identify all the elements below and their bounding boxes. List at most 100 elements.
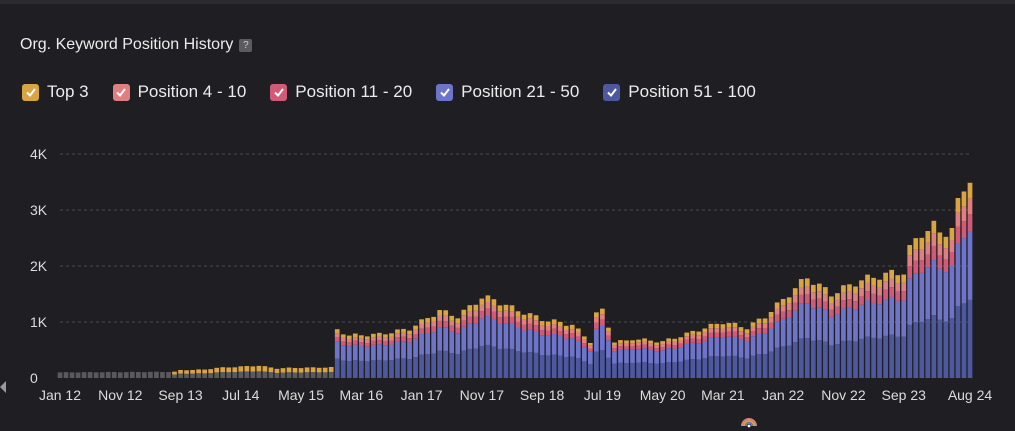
bar-segment (877, 304, 882, 339)
bar-segment (485, 302, 491, 309)
legend-item-1[interactable]: Position 4 - 10 (112, 82, 246, 102)
bar-segment (57, 372, 63, 378)
bar-segment (925, 231, 931, 243)
bar-segment (220, 372, 226, 378)
bar-segment (865, 300, 870, 337)
bar-segment (732, 355, 738, 378)
bar-segment (551, 319, 557, 325)
bar-segment (702, 332, 708, 337)
bar-segment (455, 323, 461, 328)
bar-segment (250, 366, 256, 372)
bar-segment (943, 272, 949, 322)
bar-segment (208, 369, 214, 374)
legend-item-0[interactable]: Top 3 (22, 82, 89, 102)
checkbox-checked-icon[interactable] (436, 83, 454, 101)
bar-segment (316, 372, 322, 378)
bar-segment (756, 333, 762, 355)
bar-segment (503, 348, 509, 378)
bar-segment (744, 333, 750, 338)
bar-segment (871, 302, 876, 338)
bar-segment (479, 318, 485, 347)
checkbox-checked-icon[interactable] (22, 83, 39, 101)
bar-segment (829, 296, 834, 303)
bar-segment (148, 371, 153, 378)
bar-segment (804, 338, 810, 378)
bar-segment (841, 340, 846, 378)
bar-segment (859, 280, 864, 289)
checkbox-checked-icon[interactable] (603, 83, 621, 101)
checkbox-checked-icon[interactable] (270, 83, 288, 101)
bar-segment (666, 362, 672, 378)
rainbow-marker-icon[interactable] (740, 414, 758, 428)
bar-segment (310, 367, 316, 373)
bar-segment (503, 310, 509, 317)
bar-segment (732, 327, 738, 332)
bar-segment (816, 307, 822, 341)
bar-segment (491, 346, 497, 378)
help-icon[interactable]: ? (239, 38, 253, 52)
chart-legend: Top 3 Position 4 - 10 Position 11 - 20 Posi… (22, 82, 756, 102)
scroll-left-arrow-icon[interactable] (0, 381, 6, 393)
bar-segment (624, 340, 629, 344)
bar-segment (280, 372, 286, 378)
bar-segment (461, 315, 467, 321)
bar-segment (419, 333, 424, 355)
bar-segment (93, 372, 99, 378)
bar-segment (491, 305, 497, 312)
bar-segment (943, 248, 949, 260)
bar-segment (943, 321, 949, 378)
bar-segment (841, 285, 846, 293)
bar-segment (196, 369, 201, 374)
bar-segment (479, 346, 485, 378)
bar-segment (612, 348, 617, 352)
bar-segment (654, 348, 659, 352)
bar-segment (642, 344, 647, 349)
bar-segment (87, 372, 93, 378)
bar-segment (768, 328, 774, 352)
legend-item-4[interactable]: Position 51 - 100 (603, 82, 756, 102)
bar-segment (594, 351, 599, 378)
x-tick-label: Sep 23 (882, 387, 927, 403)
bar-segment (714, 323, 720, 329)
bar-segment (829, 316, 834, 346)
bar-segment (865, 291, 870, 301)
bar-segment (497, 323, 503, 349)
legend-item-2[interactable]: Position 11 - 20 (270, 82, 412, 102)
bar-segment (612, 363, 617, 378)
bar-segment (786, 297, 792, 304)
legend-item-3[interactable]: Position 21 - 50 (436, 82, 579, 102)
bar-segment (407, 359, 412, 378)
bar-segment (762, 354, 768, 378)
bar-segment (461, 350, 467, 378)
bar-segment (630, 349, 635, 363)
bar-segment (702, 340, 708, 359)
bar-segment (949, 240, 955, 252)
bar-segment (907, 324, 913, 378)
bar-segment (365, 346, 370, 362)
bar-segment (690, 342, 696, 360)
bar-segment (449, 353, 455, 378)
bar-segment (389, 336, 394, 341)
bar-segment (600, 308, 605, 315)
bar-segment (618, 340, 623, 344)
bar-segment (419, 319, 424, 325)
bar-segment (473, 316, 479, 324)
bar-segment (925, 319, 931, 378)
bar-segment (708, 337, 714, 357)
bar-segment (714, 356, 720, 378)
bar-segment (931, 260, 937, 316)
bar-segment (961, 191, 967, 207)
bar-segment (636, 342, 641, 346)
bar-segment (949, 318, 955, 378)
bar-segment (99, 372, 105, 378)
bar-segment (919, 321, 925, 378)
bar-segment (720, 324, 726, 329)
checkbox-checked-icon[interactable] (112, 83, 130, 101)
bar-segment (443, 350, 449, 378)
bar-segment (371, 344, 376, 361)
bar-segment (823, 287, 828, 295)
bar-segment (786, 317, 792, 346)
bar-segment (654, 363, 659, 378)
bar-segment (726, 355, 732, 378)
bar-segment (407, 330, 412, 335)
